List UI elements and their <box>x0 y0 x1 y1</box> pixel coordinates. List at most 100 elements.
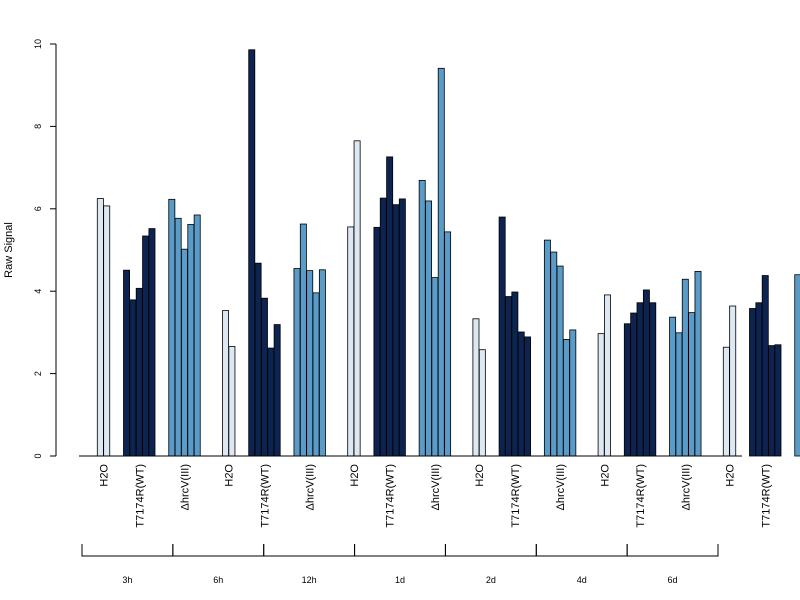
bar <box>347 226 355 457</box>
bar <box>774 344 782 457</box>
y-tick-label: 6 <box>33 206 43 211</box>
x-category-label: T7174R(WT) <box>259 464 271 528</box>
bar <box>293 268 301 457</box>
bar <box>254 262 262 457</box>
group-label: 12h <box>302 575 317 585</box>
bar <box>597 333 605 457</box>
group-bracket <box>626 544 719 557</box>
bar <box>749 308 756 457</box>
bar <box>694 271 702 457</box>
group-bracket <box>535 544 628 557</box>
bar <box>181 248 188 457</box>
bar <box>379 197 387 457</box>
x-category-label: H2O <box>99 464 111 487</box>
y-axis-label: Raw Signal <box>3 222 15 278</box>
bar <box>472 318 480 457</box>
x-category-label: T7174R(WT) <box>134 464 146 528</box>
y-axis: 0 2 4 6 8 10 <box>33 39 57 459</box>
x-category-label: T7174R(WT) <box>510 464 522 528</box>
bar <box>248 49 256 457</box>
bar <box>498 216 506 457</box>
bar <box>675 332 683 457</box>
bar <box>425 200 432 457</box>
group-label: 1d <box>395 575 405 585</box>
x-category-label: ΔhrcV(III) <box>555 464 567 510</box>
bar <box>267 347 275 457</box>
bar <box>312 292 320 457</box>
bar <box>444 231 452 457</box>
bar <box>550 251 558 457</box>
group-bracket <box>444 544 537 557</box>
bar <box>187 224 195 457</box>
bar <box>222 310 229 457</box>
y-tick-label: 10 <box>33 39 43 49</box>
group-bracket <box>81 544 174 557</box>
bar <box>318 269 326 457</box>
group-brackets: 3h 6h 12h 1d 2d 4d 6d <box>81 544 719 585</box>
bar <box>517 331 525 457</box>
x-category-label: H2O <box>599 464 611 487</box>
bar <box>123 269 130 457</box>
bar <box>681 278 689 457</box>
bar <box>135 287 143 457</box>
x-category-label: H2O <box>224 464 236 487</box>
bar <box>524 336 531 457</box>
bar <box>623 323 631 457</box>
bar <box>511 291 519 457</box>
x-category-label: H2O <box>474 464 486 487</box>
bar <box>669 316 677 457</box>
x-category-label: ΔhrcV(III) <box>430 464 442 510</box>
bar <box>604 294 611 457</box>
bar <box>168 198 176 457</box>
x-category-label: H2O <box>725 464 737 487</box>
bar <box>431 277 439 457</box>
bar <box>505 296 512 457</box>
bar <box>563 338 570 457</box>
bar <box>306 270 314 457</box>
bar <box>193 214 201 457</box>
bar <box>649 302 657 457</box>
bar <box>260 297 268 457</box>
bar <box>174 217 182 457</box>
bar <box>761 275 769 457</box>
bar <box>768 345 776 457</box>
bars-layer <box>96 49 800 457</box>
bar <box>273 324 281 457</box>
bar <box>794 274 800 457</box>
bar <box>556 265 564 457</box>
x-category-label: ΔhrcV(III) <box>305 464 317 510</box>
bar <box>96 198 104 457</box>
bar <box>418 179 426 457</box>
y-tick-label: 4 <box>33 289 43 294</box>
bar <box>103 205 111 457</box>
bar <box>729 305 737 457</box>
group-label: 6h <box>213 575 223 585</box>
bar <box>392 204 400 457</box>
category-labels: H2O T7174R(WT) ΔhrcV(III) H2O T7174R(WT) Δhrc… <box>99 464 773 528</box>
x-category-label: T7174R(WT) <box>760 464 772 528</box>
x-category-label: ΔhrcV(III) <box>180 464 192 510</box>
bar <box>478 349 486 457</box>
y-tick-label: 0 <box>33 453 43 458</box>
x-category-label: ΔhrcV(III) <box>680 464 692 510</box>
bar <box>299 223 307 457</box>
bar <box>353 140 361 457</box>
bar <box>722 346 730 457</box>
group-label: 6d <box>668 575 678 585</box>
group-bracket <box>172 544 265 557</box>
group-label: 2d <box>486 575 496 585</box>
bar <box>543 239 551 457</box>
group-bracket <box>354 544 446 557</box>
bar <box>636 302 644 457</box>
bar <box>373 226 381 457</box>
bar <box>642 289 650 457</box>
bar <box>228 346 236 457</box>
group-bracket <box>263 544 356 557</box>
bar <box>630 312 638 457</box>
bar <box>129 299 137 457</box>
group-label: 4d <box>577 575 587 585</box>
bar <box>569 329 577 457</box>
group-label: 3h <box>122 575 132 585</box>
bar <box>755 302 763 457</box>
